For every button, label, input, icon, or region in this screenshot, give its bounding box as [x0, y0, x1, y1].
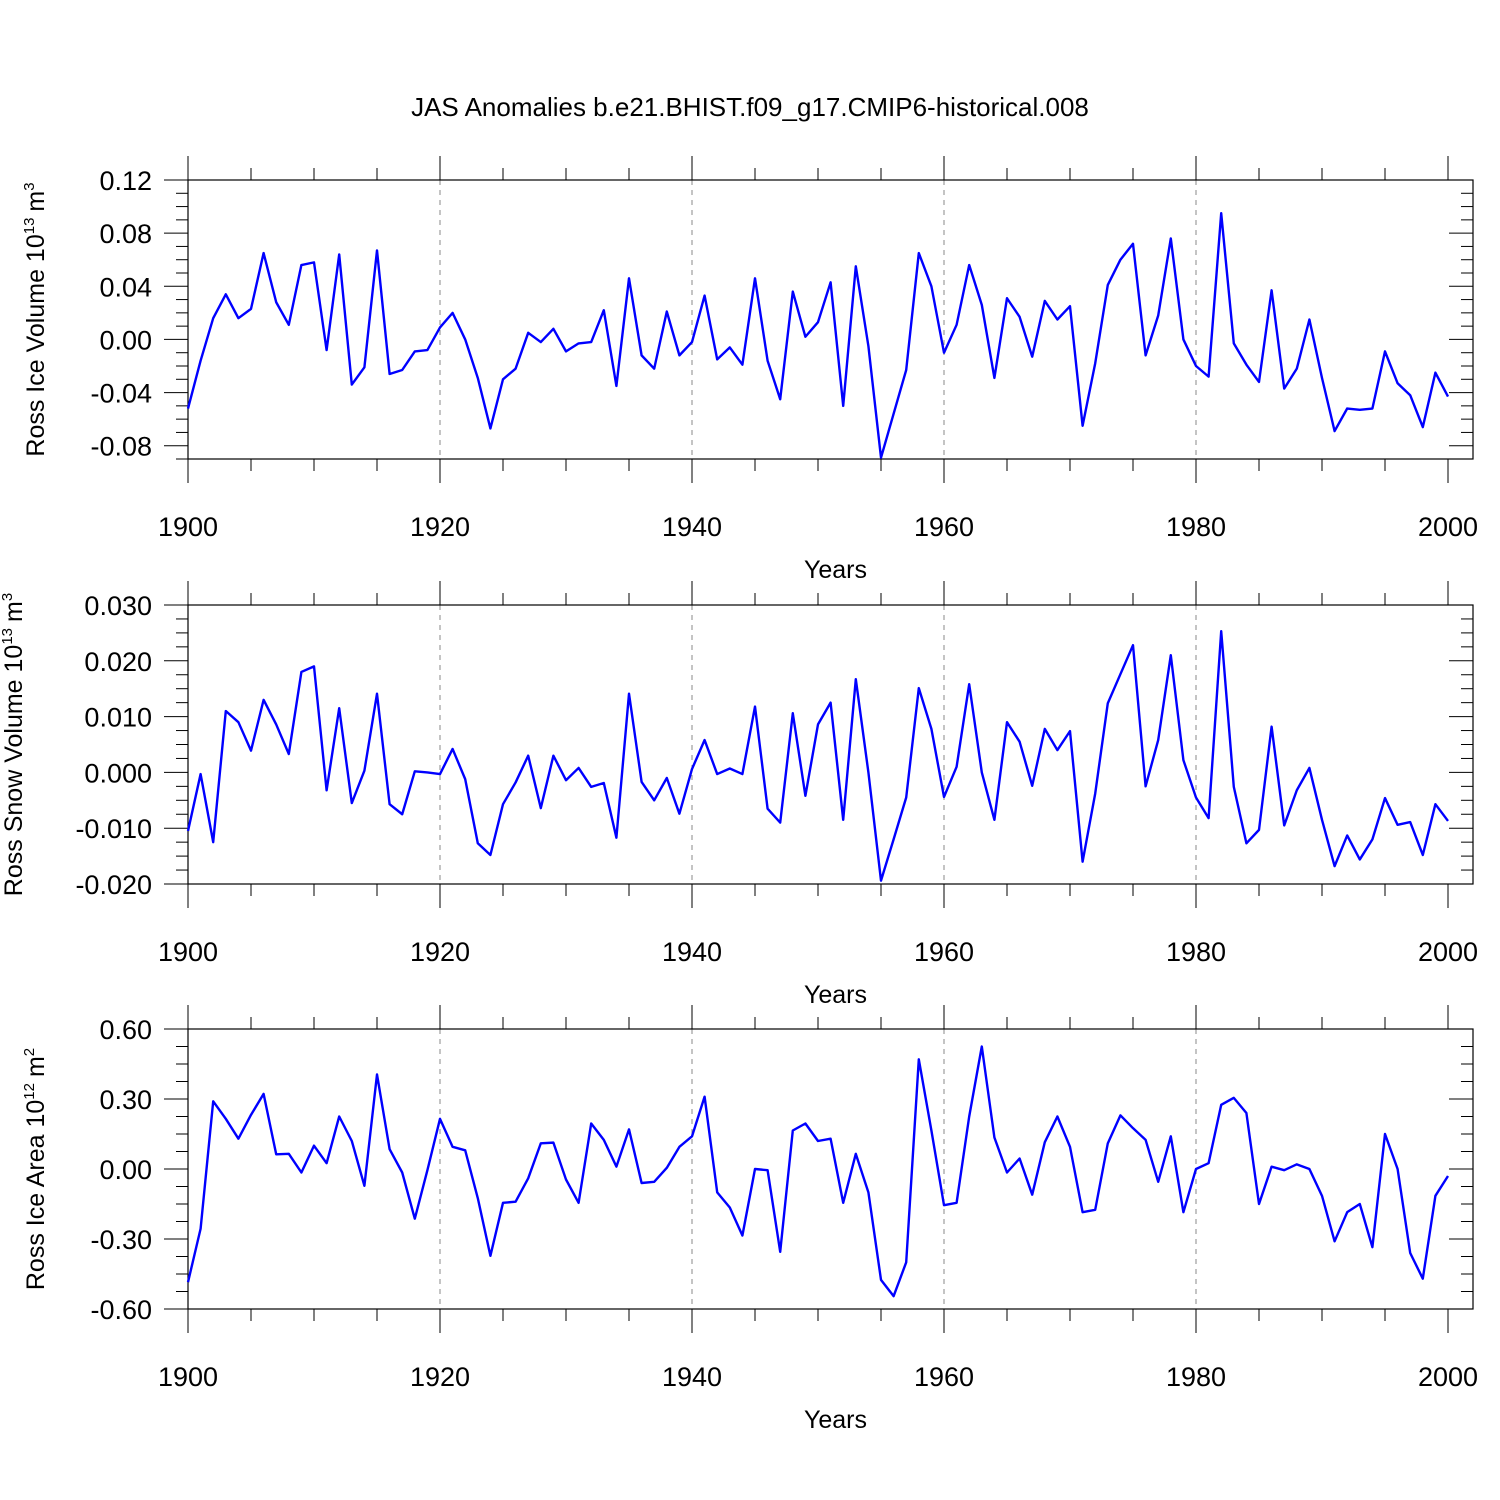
y-tick-label: -0.020 — [75, 870, 152, 900]
y-label-unit: m — [22, 1056, 50, 1077]
x-tick-label: 1960 — [914, 1362, 974, 1392]
y-tick-label: 0.30 — [99, 1085, 152, 1115]
y-label-unit: m — [0, 601, 28, 622]
x-tick-label: 1940 — [662, 1362, 722, 1392]
y-tick-label: -0.60 — [90, 1295, 152, 1325]
y-axis-label: Ross Snow Volume 1013 m3 — [0, 593, 28, 896]
y-tick-label: 0.020 — [84, 647, 152, 677]
y-label-unit: m — [22, 191, 50, 212]
y-label-exponent: 13 — [21, 218, 38, 235]
x-tick-label: 1900 — [158, 512, 218, 542]
x-tick-label: 1960 — [914, 512, 974, 542]
x-tick-label: 2000 — [1418, 1362, 1478, 1392]
y-tick-label: -0.30 — [90, 1225, 152, 1255]
y-label-main: Ross Ice Area 10 — [22, 1100, 50, 1290]
y-tick-label: 0.12 — [99, 166, 152, 196]
x-axis-label: Years — [804, 1406, 867, 1434]
y-label-unit-exponent: 3 — [0, 593, 16, 601]
chart-title: JAS Anomalies b.e21.BHIST.f09_g17.CMIP6-… — [411, 92, 1089, 122]
x-tick-label: 1940 — [662, 937, 722, 967]
y-tick-label: 0.60 — [99, 1015, 152, 1045]
y-tick-label: 0.08 — [99, 219, 152, 249]
y-label-unit-exponent: 3 — [21, 182, 38, 190]
y-tick-label: 0.010 — [84, 703, 152, 733]
x-tick-label: 1920 — [410, 1362, 470, 1392]
x-axis-label: Years — [804, 556, 867, 584]
y-tick-label: -0.04 — [90, 379, 152, 409]
y-tick-label: -0.08 — [90, 432, 152, 462]
x-tick-label: 1900 — [158, 1362, 218, 1392]
panel-snow-volume: -0.020 -0.010 0.000 0.010 0.020 0.030 1900 1920… — [0, 581, 1478, 1009]
y-axis-label: Ross Ice Area 1012 m2 — [21, 1048, 50, 1290]
plot-frame — [187, 604, 1474, 885]
y-tick-label: -0.010 — [75, 814, 152, 844]
plot-frame — [187, 179, 1474, 460]
x-tick-label: 1980 — [1166, 937, 1226, 967]
panel-ice-volume: -0.08 -0.04 0.00 0.04 0.08 0.12 1900 1920 1940 19… — [21, 156, 1478, 584]
x-axis-label: Years — [804, 981, 867, 1009]
y-tick-label: 0.00 — [99, 1155, 152, 1185]
series-line-ice-area — [186, 1045, 1450, 1298]
y-label-main: Ross Snow Volume 10 — [0, 645, 28, 897]
x-tick-label: 2000 — [1418, 512, 1478, 542]
y-tick-label: 0.00 — [99, 325, 152, 355]
x-tick-label: 1920 — [410, 512, 470, 542]
y-tick-label: 0.030 — [84, 591, 152, 621]
y-label-exponent: 13 — [0, 628, 16, 645]
y-axis-label: Ross Ice Volume 1013 m3 — [21, 182, 50, 456]
y-label-main: Ross Ice Volume 10 — [22, 234, 50, 456]
x-tick-label: 1940 — [662, 512, 722, 542]
panel-ice-area: -0.60 -0.30 0.00 0.30 0.60 1900 1920 1940 1960 19… — [21, 1005, 1478, 1434]
x-tick-label: 2000 — [1418, 937, 1478, 967]
y-tick-label: 0.04 — [99, 272, 152, 302]
x-tick-label: 1920 — [410, 937, 470, 967]
series-line-ice-volume — [186, 212, 1450, 459]
x-tick-label: 1980 — [1166, 512, 1226, 542]
x-tick-label: 1960 — [914, 937, 974, 967]
x-tick-label: 1900 — [158, 937, 218, 967]
y-label-unit-exponent: 2 — [21, 1048, 38, 1056]
series-line-snow-volume — [186, 630, 1449, 882]
x-tick-label: 1980 — [1166, 1362, 1226, 1392]
y-label-exponent: 12 — [21, 1083, 38, 1100]
y-tick-label: 0.000 — [84, 758, 152, 788]
